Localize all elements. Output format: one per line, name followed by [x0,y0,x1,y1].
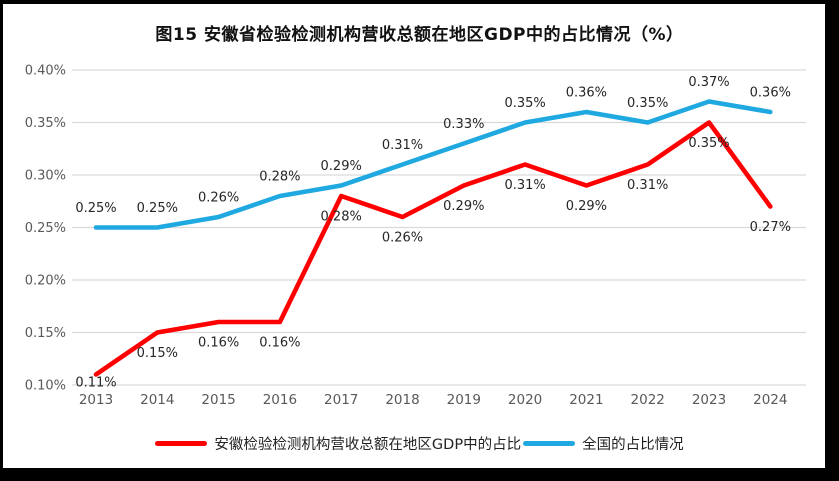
x-tick-label: 2013 [79,392,113,408]
data-label: 0.26% [382,231,423,246]
series-line-national [93,99,773,230]
data-label: 0.29% [566,199,607,214]
data-label: 0.27% [750,220,791,235]
x-tick-label: 2024 [753,392,787,408]
data-label: 0.33% [443,117,484,132]
frame-border-top [0,0,839,4]
x-tick-label: 2022 [631,392,665,408]
chart-title: 图15 安徽省检验检测机构营收总额在地区GDP中的占比情况（%） [155,25,684,45]
legend-item-anhui: 安徽检验检测机构营收总额在地区GDP中的占比 [155,433,521,454]
x-tick-label: 2021 [569,392,603,408]
x-tick-label: 2017 [324,392,358,408]
data-label: 0.35% [627,96,668,111]
y-tick-label: 0.40% [25,64,66,79]
legend-label-anhui: 安徽检验检测机构营收总额在地区GDP中的占比 [214,436,522,453]
data-label: 0.35% [504,96,545,111]
data-label: 0.28% [321,210,362,225]
legend-line-blue [523,440,576,446]
data-label: 0.11% [75,376,116,391]
data-label: 0.28% [259,170,300,185]
legend-line-red [155,440,208,446]
data-label: 0.35% [688,136,729,151]
data-label: 0.31% [382,138,423,153]
frame-border-left [0,0,3,481]
x-tick-label: 2023 [692,392,726,408]
legend-item-national: 全国的占比情况 [523,433,684,454]
chart-legend: 安徽检验检测机构营收总额在地区GDP中的占比 全国的占比情况 [0,431,839,455]
data-label: 0.16% [259,336,300,351]
data-label: 0.29% [443,199,484,214]
x-tick-label: 2015 [201,392,235,408]
data-label: 0.37% [688,75,729,90]
y-tick-label: 0.10% [25,379,66,394]
y-tick-label: 0.25% [25,221,66,236]
series-line-anhui [93,120,773,377]
y-tick-label: 0.30% [25,169,66,184]
data-label: 0.36% [566,86,607,101]
data-label: 0.16% [198,336,239,351]
y-tick-label: 0.35% [25,116,66,131]
frame-border-bottom [0,468,839,481]
x-tick-label: 2019 [447,392,481,408]
data-label: 0.31% [627,178,668,193]
data-label: 0.26% [198,191,239,206]
x-tick-label: 2016 [263,392,297,408]
frame-border-right [825,0,839,481]
data-label: 0.25% [137,201,178,216]
data-label: 0.29% [321,159,362,174]
y-tick-label: 0.15% [25,326,66,341]
x-tick-label: 2020 [508,392,542,408]
data-label: 0.31% [504,178,545,193]
x-tick-label: 2018 [385,392,419,408]
y-tick-label: 0.20% [25,274,66,289]
data-label: 0.25% [75,201,116,216]
data-label: 0.36% [750,86,791,101]
x-tick-label: 2014 [140,392,174,408]
data-label: 0.15% [137,346,178,361]
legend-label-national: 全国的占比情况 [582,436,684,453]
